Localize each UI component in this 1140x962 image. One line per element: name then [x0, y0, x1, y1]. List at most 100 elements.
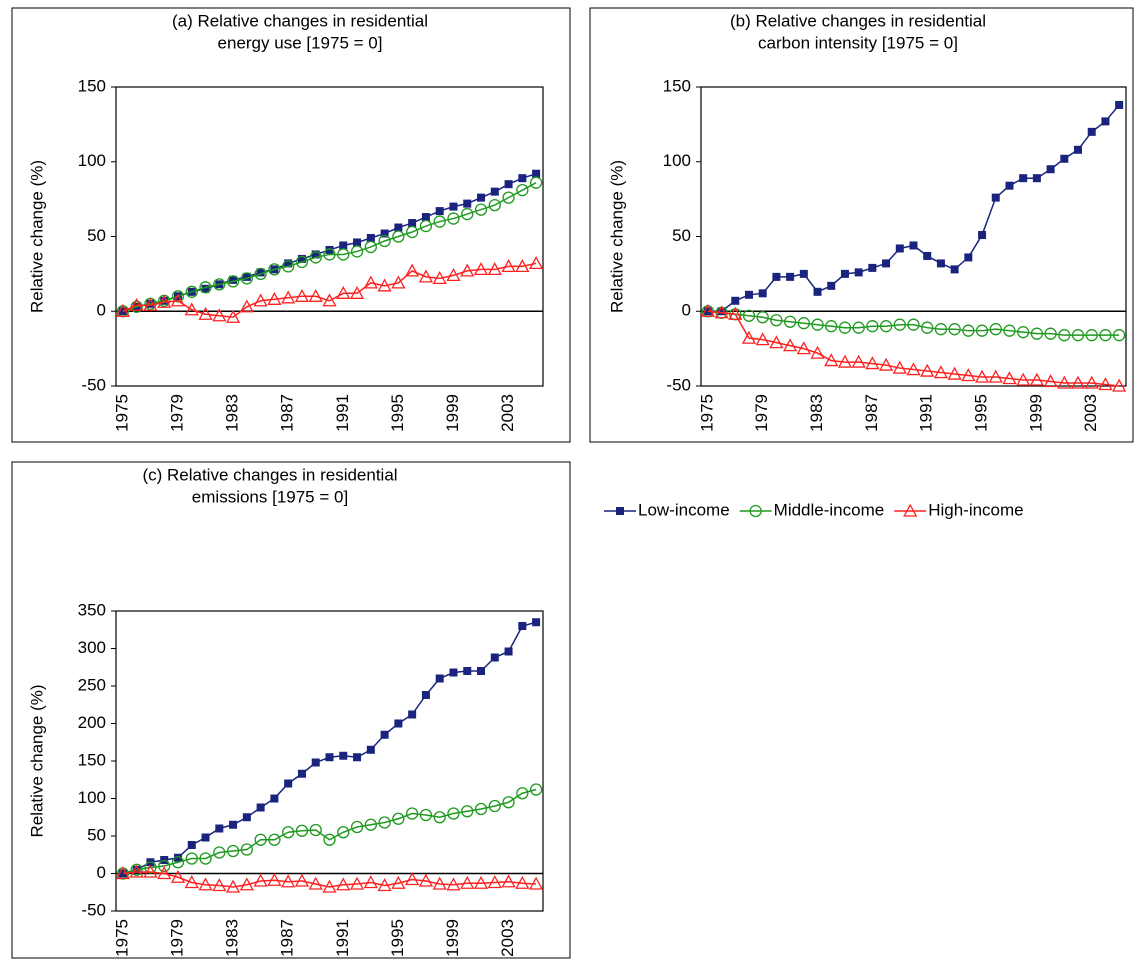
marker: [349, 876, 365, 890]
marker: [170, 869, 186, 883]
x-tick-label: 1999: [443, 394, 462, 432]
marker: [408, 710, 417, 719]
legend-label: Low-income: [638, 500, 730, 519]
marker: [115, 303, 130, 317]
marker: [446, 877, 461, 891]
marker: [1005, 181, 1014, 190]
marker: [978, 231, 987, 240]
marker: [157, 866, 172, 880]
marker: [755, 332, 770, 346]
marker: [1019, 174, 1028, 183]
marker: [311, 758, 320, 767]
marker: [796, 341, 811, 355]
marker: [229, 275, 238, 284]
marker: [115, 866, 130, 880]
panel-frame: [589, 7, 1134, 443]
marker: [1058, 329, 1071, 342]
marker: [408, 219, 417, 228]
marker: [477, 193, 486, 202]
legend-label: High-income: [928, 500, 1023, 519]
marker: [130, 863, 143, 876]
marker: [487, 262, 502, 276]
x-tick-label: 1983: [223, 919, 242, 957]
marker: [297, 254, 306, 263]
marker: [435, 207, 444, 216]
marker: [394, 223, 403, 232]
marker: [364, 240, 377, 254]
marker: [1098, 377, 1113, 391]
y-tick-label: 350: [78, 600, 106, 619]
marker: [923, 251, 932, 260]
marker: [446, 268, 461, 282]
marker: [253, 293, 268, 307]
marker: [742, 309, 756, 322]
marker: [840, 269, 849, 278]
marker: [879, 320, 893, 333]
marker: [309, 823, 322, 837]
plot-frame: [700, 86, 1127, 387]
marker: [377, 878, 392, 892]
marker: [515, 875, 530, 889]
marker: [838, 321, 852, 334]
marker: [516, 184, 529, 197]
y-tick-label: 100: [663, 151, 691, 170]
marker: [474, 802, 488, 816]
marker: [325, 753, 334, 762]
series-line: [707, 310, 1120, 387]
marker: [129, 297, 144, 311]
marker: [903, 503, 918, 517]
marker: [948, 323, 961, 336]
marker: [295, 824, 309, 837]
marker: [728, 306, 743, 320]
x-tick-label: 1979: [167, 394, 186, 432]
marker: [1084, 375, 1099, 389]
marker: [714, 305, 729, 319]
marker: [1099, 329, 1112, 342]
marker: [786, 272, 795, 281]
chart-title: emissions [1975 = 0]: [192, 487, 348, 506]
marker: [198, 306, 213, 320]
marker: [769, 335, 784, 349]
marker: [783, 338, 798, 352]
marker: [797, 317, 810, 330]
x-tick-label: 1975: [112, 394, 131, 432]
marker: [213, 846, 226, 859]
marker: [1044, 327, 1057, 340]
marker: [392, 812, 405, 825]
marker: [1060, 154, 1069, 163]
marker: [143, 297, 158, 311]
marker: [854, 268, 863, 277]
x-tick-label: 1987: [862, 394, 881, 432]
marker: [378, 234, 391, 248]
y-axis-label: Relative change (%): [27, 684, 46, 837]
marker: [1017, 326, 1030, 339]
y-tick-label: 0: [97, 301, 106, 320]
marker: [933, 365, 949, 379]
marker: [325, 245, 334, 254]
marker: [947, 366, 962, 380]
marker: [907, 318, 920, 331]
marker: [391, 875, 406, 889]
marker: [463, 667, 472, 675]
marker: [353, 753, 362, 762]
x-tick-label: 1975: [697, 394, 716, 432]
marker: [988, 369, 1003, 383]
marker: [323, 833, 336, 846]
marker: [242, 813, 251, 822]
marker: [1112, 329, 1126, 342]
marker: [363, 875, 378, 889]
x-tick-label: 1991: [333, 394, 352, 432]
x-tick-label: 2003: [1081, 394, 1100, 432]
marker: [309, 251, 322, 264]
y-tick-label: -50: [81, 900, 106, 919]
series-line: [122, 172, 537, 312]
marker: [504, 180, 513, 189]
x-tick-label: 2003: [498, 394, 517, 432]
legend-label: Middle-income: [774, 500, 885, 519]
marker: [366, 745, 375, 754]
marker: [1029, 372, 1044, 386]
y-tick-label: 200: [78, 713, 106, 732]
marker: [185, 852, 198, 865]
marker: [529, 783, 543, 796]
marker: [323, 248, 336, 261]
